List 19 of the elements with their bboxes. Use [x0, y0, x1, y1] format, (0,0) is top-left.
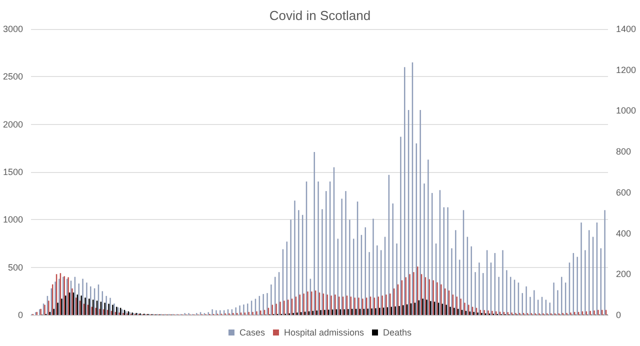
y-tick-label: 0 — [18, 310, 24, 320]
legend-label: Hospital admissions — [284, 328, 365, 338]
y-tick-label: 2000 — [2, 119, 24, 130]
y2-tick-label: 1400 — [616, 24, 636, 34]
legend-label: Cases — [239, 328, 266, 338]
y2-tick-label: 400 — [616, 228, 632, 238]
y2-tick-label: 800 — [616, 146, 632, 157]
legend-label: Deaths — [383, 328, 412, 338]
y-tick-label: 1500 — [2, 167, 24, 177]
y2-tick-label: 1000 — [616, 106, 636, 116]
y-tick-label: 3000 — [2, 24, 24, 34]
y2-tick-label: 1200 — [616, 64, 636, 75]
y-tick-label: 500 — [8, 262, 24, 272]
y2-tick-label: 200 — [616, 269, 632, 280]
y-tick-label: 1000 — [2, 214, 24, 225]
y2-tick-label: 600 — [616, 187, 632, 198]
y2-tick-label: 0 — [616, 310, 622, 320]
y-tick-label: 2500 — [2, 72, 24, 82]
chart-title: Covid in Scotland — [269, 8, 371, 23]
